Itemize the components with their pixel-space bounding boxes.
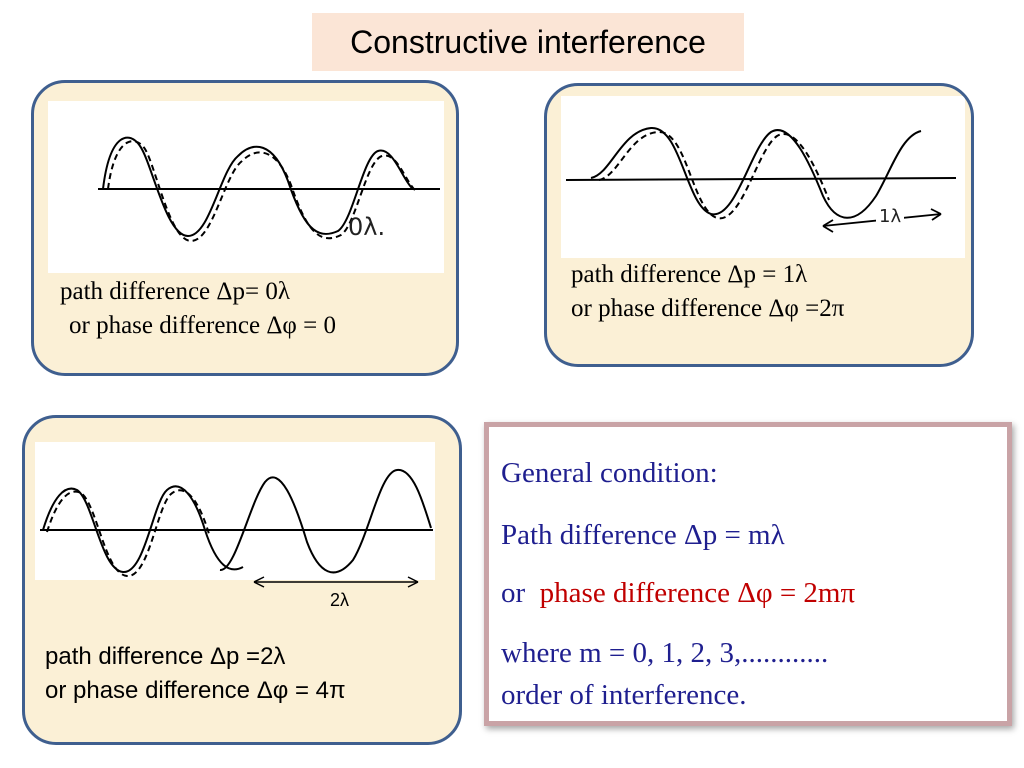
caption: path difference Δp =2λ or phase differen… bbox=[45, 640, 346, 708]
path-difference-text: path difference Δp= 0λ bbox=[60, 278, 290, 305]
phase-difference-text: or phase difference Δφ = 0 bbox=[69, 312, 336, 339]
wave-sketch-in-phase: 0λ. bbox=[48, 101, 444, 273]
sketch-note: 0λ. bbox=[348, 213, 386, 241]
phase-or-text: or bbox=[501, 577, 526, 609]
phase-difference-text: or phase difference Δφ =2π bbox=[571, 295, 845, 322]
path-difference-text: path difference Δp =2λ bbox=[45, 643, 286, 670]
general-path-condition: Path difference Δp = mλ bbox=[501, 519, 785, 551]
general-heading: General condition: bbox=[501, 457, 718, 489]
caption: path difference Δp= 0λ or phase differen… bbox=[60, 275, 336, 343]
phase-difference-text: or phase difference Δφ = 4π bbox=[45, 677, 346, 704]
general-phase-condition: or phase difference Δφ = 2mπ bbox=[501, 577, 855, 610]
path-difference-text: path difference Δp = 1λ bbox=[571, 261, 808, 288]
phase-condition-text: phase difference Δφ = 2mπ bbox=[539, 577, 856, 609]
wave-sketch-shifted-one-lambda: 1λ bbox=[561, 96, 965, 258]
wave-sketch-shifted-two-lambda bbox=[35, 442, 435, 580]
sketch-note: 1λ bbox=[876, 206, 905, 227]
slide-title: Constructive interference bbox=[312, 13, 744, 71]
where-m-values: where m = 0, 1, 2, 3,............ bbox=[501, 637, 829, 669]
caption: path difference Δp = 1λ or phase differe… bbox=[571, 258, 844, 326]
two-lambda-label: 2λ bbox=[330, 590, 350, 610]
order-of-interference: order of interference. bbox=[501, 679, 747, 711]
panel-one-lambda: 1λ path difference Δp = 1λ or phase diff… bbox=[544, 83, 974, 367]
panel-zero-path-difference: 0λ. path difference Δp= 0λ or phase diff… bbox=[31, 80, 459, 376]
panel-two-lambda: path difference Δp =2λ or phase differen… bbox=[22, 415, 462, 745]
two-lambda-arrow bbox=[253, 576, 419, 588]
general-condition-box: General condition: Path difference Δp = … bbox=[484, 422, 1012, 726]
